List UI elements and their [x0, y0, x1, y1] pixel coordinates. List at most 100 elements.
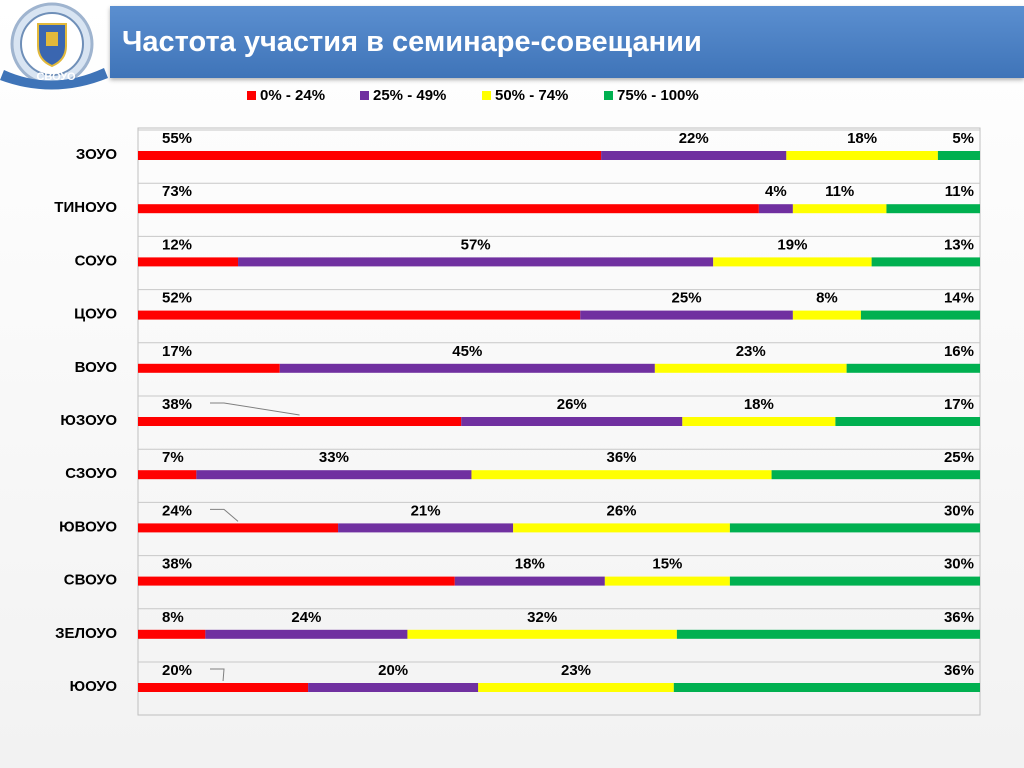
bar-segment — [758, 204, 793, 214]
bar-segment — [478, 683, 674, 692]
data-label: 11% — [945, 183, 974, 200]
bar-segment — [601, 151, 787, 160]
data-label: 20% — [162, 662, 192, 679]
category-label: СЗОУО — [65, 465, 117, 482]
bar-segment — [513, 523, 730, 533]
data-label: 55% — [162, 130, 192, 147]
page-title: Частота участия в семинаре-совещании — [122, 26, 702, 58]
data-label: 17% — [162, 343, 192, 360]
category-label: СОУО — [75, 252, 118, 269]
bar-segment — [860, 310, 980, 320]
legend-label: 0% - 24% — [260, 87, 325, 104]
bar-segment — [786, 151, 938, 160]
legend-swatch — [360, 91, 369, 100]
legend-label: 75% - 100% — [617, 87, 699, 104]
bar-segment — [886, 204, 980, 214]
bar-segment — [138, 576, 455, 586]
legend-swatch — [482, 91, 491, 100]
category-label: ВОУО — [75, 359, 118, 376]
data-label: 57% — [461, 236, 491, 253]
data-label: 14% — [944, 290, 974, 307]
bar-segment — [238, 257, 714, 267]
bar-segment — [138, 204, 759, 214]
data-label: 12% — [162, 236, 192, 253]
bar-segment — [454, 576, 605, 586]
category-label: ЮВОУО — [59, 518, 117, 535]
bar-segment — [654, 363, 847, 373]
data-label: 26% — [607, 502, 637, 519]
data-label: 73% — [162, 183, 192, 200]
data-label: 18% — [847, 130, 877, 147]
bar-segment — [729, 576, 980, 586]
data-label: 8% — [162, 609, 184, 626]
category-label: СВОУО — [64, 572, 118, 589]
data-label: 45% — [452, 343, 482, 360]
category-label: ТИНОУО — [54, 199, 117, 216]
bar-segment — [138, 470, 197, 480]
data-label: 30% — [944, 502, 974, 519]
bar-segment — [138, 151, 602, 160]
bar-segment — [682, 417, 836, 426]
data-label: 17% — [944, 396, 974, 413]
category-label: ЮЗОУО — [60, 412, 117, 429]
bar-segment — [792, 310, 861, 320]
data-label: 32% — [527, 609, 557, 626]
legend-label: 25% - 49% — [373, 87, 446, 104]
bar-segment — [138, 310, 581, 320]
data-label: 36% — [944, 662, 974, 679]
data-label: 19% — [777, 236, 807, 253]
legend-swatch — [247, 91, 256, 100]
data-label: 23% — [736, 343, 766, 360]
leader-line — [210, 508, 239, 522]
category-label: ЦОУО — [74, 306, 117, 323]
data-label: 4% — [765, 183, 787, 200]
data-label: 33% — [319, 449, 349, 466]
data-label: 36% — [607, 449, 637, 466]
legend-label: 50% - 74% — [495, 87, 568, 104]
bar-segment — [713, 257, 872, 267]
data-label: 7% — [162, 449, 184, 466]
bar-segment — [138, 629, 206, 639]
data-label: 18% — [515, 556, 545, 573]
bar-segment — [846, 363, 980, 373]
bar-segment — [471, 470, 772, 480]
category-label: ЗЕЛОУО — [55, 625, 117, 642]
bar-segment — [461, 417, 683, 426]
data-label: 26% — [557, 396, 587, 413]
bar-segment — [729, 523, 980, 533]
bar-segment — [338, 523, 514, 533]
bar-segment — [937, 151, 980, 160]
title-band: Частота участия в семинаре-совещании — [110, 6, 1024, 78]
bar-segment — [138, 523, 339, 533]
data-label: 18% — [744, 396, 774, 413]
leader-line — [210, 402, 300, 416]
bar-segment — [771, 470, 980, 480]
data-label: 30% — [944, 556, 974, 573]
data-label: 15% — [652, 556, 682, 573]
data-label: 38% — [162, 396, 192, 413]
data-label: 21% — [411, 502, 441, 519]
bar-segment — [138, 363, 280, 373]
bar-segment — [196, 470, 472, 480]
bar-segment — [871, 257, 980, 267]
svg-text:СВОУО: СВОУО — [36, 71, 75, 83]
bar-segment — [407, 629, 677, 639]
data-label: 20% — [378, 662, 408, 679]
bar-segment — [308, 683, 479, 692]
bar-segment — [279, 363, 655, 373]
bar-segment — [835, 417, 980, 426]
data-label: 23% — [561, 662, 591, 679]
bar-segment — [676, 629, 980, 639]
bar-segment — [205, 629, 408, 639]
bar-segment — [138, 257, 239, 267]
data-label: 16% — [944, 343, 974, 360]
data-label: 38% — [162, 556, 192, 573]
data-label: 25% — [944, 449, 974, 466]
data-label: 8% — [816, 290, 838, 307]
leader-line — [210, 668, 225, 682]
bar-segment — [138, 683, 309, 692]
bar-segment — [673, 683, 980, 692]
data-label: 36% — [944, 609, 974, 626]
data-label: 25% — [672, 290, 702, 307]
